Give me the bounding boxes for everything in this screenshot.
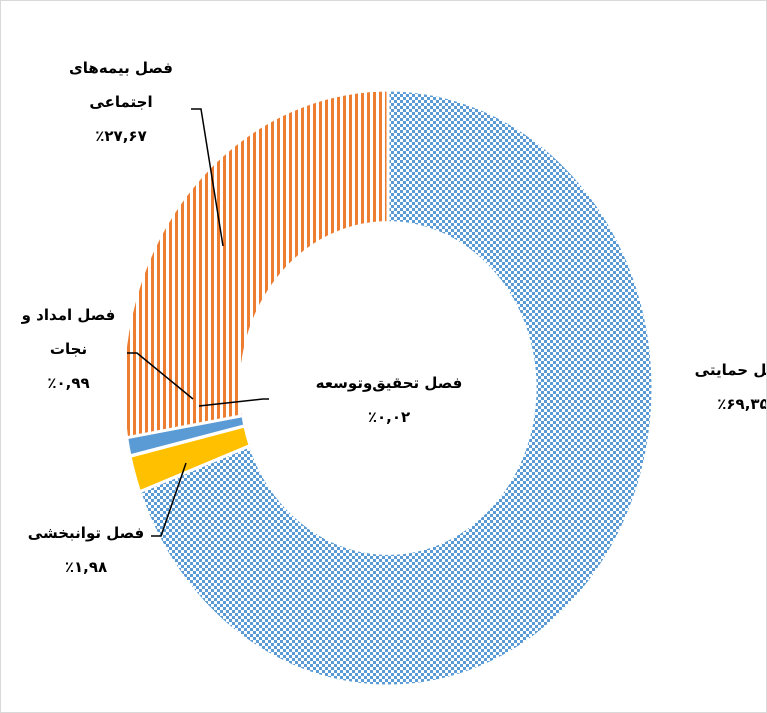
slice-label: فصل بیمه‌های اجتماعی ٪۲۷,۶۷ [69, 59, 173, 145]
slice [137, 88, 655, 688]
leader-line [127, 352, 194, 400]
slices [121, 88, 655, 688]
leader-line [191, 108, 224, 247]
slice-label: فصل تحقیق‌وتوسعه ٪۰,۰۲ [315, 374, 463, 426]
leader-line [151, 462, 187, 537]
leader-line [198, 398, 269, 407]
slice-label: فصل حمایتی٪۶۹,۳۵ [694, 361, 767, 413]
leader-lines [127, 108, 269, 537]
slice [121, 88, 390, 440]
slice-label: فصل توانبخشی ٪۱,۹۸ [27, 524, 145, 576]
slice-label: فصل امداد و نجات ٪۰,۹۹ [21, 306, 116, 392]
